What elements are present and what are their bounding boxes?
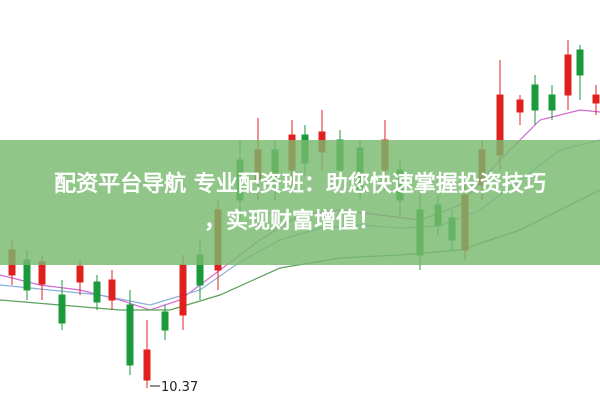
low-price-label: 10.37 (161, 380, 198, 395)
banner (0, 140, 600, 265)
banner-text: ，实现财富增值！ (204, 209, 381, 234)
banner-text: 配资平台导航 专业配资班：助您快速掌握投资技巧 (54, 172, 546, 197)
